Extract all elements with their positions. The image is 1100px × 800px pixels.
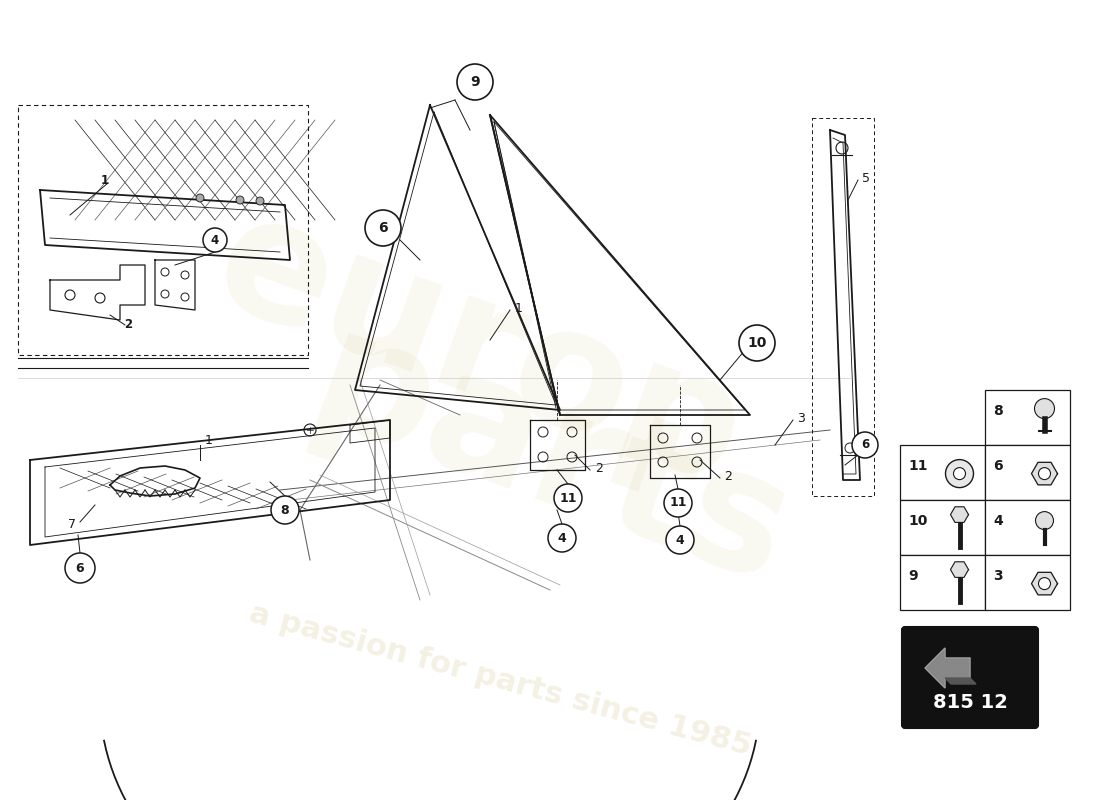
Text: 4: 4 [211,234,219,246]
Bar [984,555,1070,610]
Text: 4: 4 [993,514,1003,528]
Circle shape [548,524,576,552]
Bar [984,390,1070,445]
Text: 1: 1 [101,174,109,186]
Text: 6: 6 [378,221,388,235]
Circle shape [1038,578,1050,590]
Text: 3: 3 [993,569,1002,583]
FancyBboxPatch shape [902,627,1038,728]
Text: europ: europ [195,180,766,520]
Text: 2: 2 [124,318,132,331]
Circle shape [554,484,582,512]
Text: 5: 5 [862,171,870,185]
Polygon shape [945,678,976,684]
Circle shape [256,197,264,205]
Text: 815 12: 815 12 [933,693,1008,711]
Bar [18,105,308,355]
Bar [900,445,984,500]
Circle shape [236,196,244,204]
Text: 4: 4 [675,534,684,546]
Text: 9: 9 [908,569,917,583]
Bar [812,118,874,496]
Bar [984,445,1070,500]
Circle shape [1038,467,1050,480]
Text: 1: 1 [205,434,213,446]
Text: 11: 11 [669,497,686,510]
Text: a passion for parts since 1985: a passion for parts since 1985 [245,599,755,761]
Text: 11: 11 [908,459,927,473]
Text: 2: 2 [595,462,603,474]
Text: 9: 9 [470,75,480,89]
Text: 6: 6 [76,562,85,574]
Polygon shape [925,648,970,688]
Polygon shape [950,562,968,578]
Polygon shape [1032,462,1057,485]
Text: 11: 11 [559,491,576,505]
Circle shape [65,553,95,583]
Text: 6: 6 [993,459,1002,473]
Circle shape [456,64,493,100]
Text: 2: 2 [724,470,732,483]
Text: 4: 4 [558,531,566,545]
Circle shape [204,228,227,252]
Circle shape [954,467,966,480]
Text: 10: 10 [908,514,927,528]
Text: 10: 10 [747,336,767,350]
Circle shape [1035,512,1054,530]
Circle shape [852,432,878,458]
Circle shape [664,489,692,517]
Bar [900,500,984,555]
Text: 6: 6 [861,438,869,451]
Circle shape [271,496,299,524]
Polygon shape [1032,572,1057,595]
Text: 8: 8 [993,404,1003,418]
Text: 1: 1 [515,302,522,314]
Circle shape [1034,398,1055,418]
Bar [900,555,984,610]
Circle shape [365,210,402,246]
Circle shape [946,459,974,488]
Polygon shape [950,507,968,522]
Text: 8: 8 [280,503,289,517]
Circle shape [739,325,776,361]
Bar [984,500,1070,555]
Text: parts: parts [290,299,810,621]
Circle shape [666,526,694,554]
Text: 7: 7 [68,518,76,531]
Text: 3: 3 [798,411,805,425]
Circle shape [196,194,204,202]
